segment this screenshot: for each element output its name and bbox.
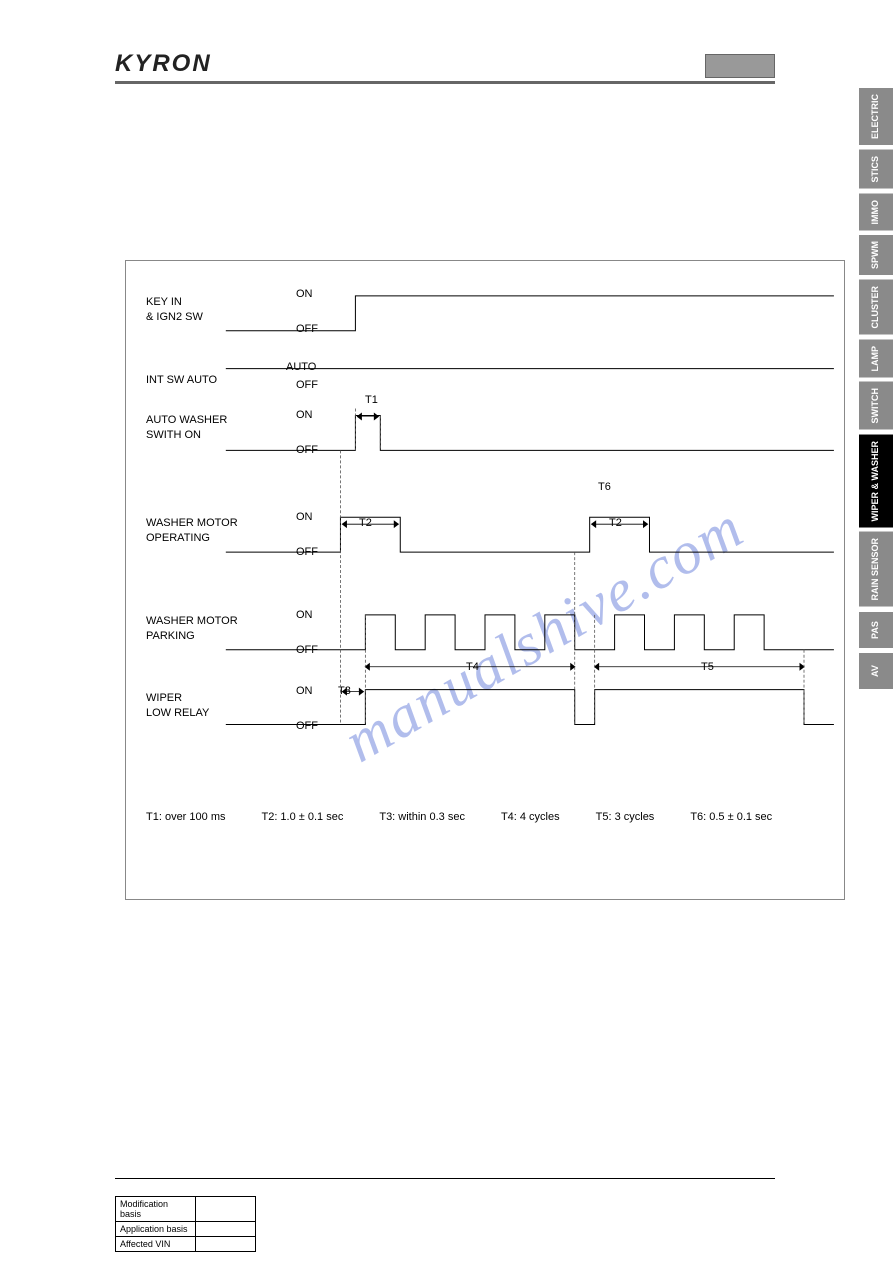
waveform-svg [126, 261, 844, 899]
tab-rain-sensor[interactable]: RAIN SENSOR [859, 532, 893, 607]
timing-diagram: KEY IN & IGN2 SW ON OFF INT SW AUTO AUTO… [125, 260, 845, 900]
header-box [705, 54, 775, 78]
tab-immo[interactable]: IMMO [859, 194, 893, 231]
footer-rule [115, 1178, 775, 1179]
footer-label: Affected VIN [116, 1237, 196, 1252]
table-row: Application basis [116, 1222, 256, 1237]
side-tabs: ELECTRIC STICS IMMO SPWM CLUSTER LAMP SW… [859, 88, 893, 689]
header-rule [115, 81, 775, 84]
tab-av[interactable]: AV [859, 653, 893, 689]
footer-val [196, 1197, 256, 1222]
brand-logo: KYRON [115, 50, 212, 78]
footer-label: Modification basis [116, 1197, 196, 1222]
tab-wiper-washer[interactable]: WIPER & WASHER [859, 435, 893, 528]
tab-electric[interactable]: ELECTRIC [859, 88, 893, 145]
table-row: Modification basis [116, 1197, 256, 1222]
table-row: Affected VIN [116, 1237, 256, 1252]
tab-lamp[interactable]: LAMP [859, 340, 893, 378]
footer-table: Modification basis Application basis Aff… [115, 1196, 256, 1252]
footer-val [196, 1222, 256, 1237]
page-header: KYRON [115, 50, 775, 84]
tab-cluster[interactable]: CLUSTER [859, 280, 893, 335]
footer-label: Application basis [116, 1222, 196, 1237]
tab-pas[interactable]: PAS [859, 612, 893, 648]
tab-switch[interactable]: SWITCH [859, 382, 893, 430]
footer-val [196, 1237, 256, 1252]
tab-spwm[interactable]: SPWM [859, 235, 893, 275]
tab-stics[interactable]: STICS [859, 150, 893, 189]
